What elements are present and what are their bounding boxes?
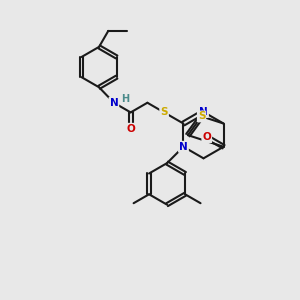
Text: N: N <box>199 107 208 117</box>
Text: S: S <box>160 107 168 117</box>
Text: N: N <box>199 107 208 117</box>
Text: H: H <box>121 94 129 104</box>
Text: S: S <box>198 111 205 122</box>
Text: N: N <box>179 142 188 152</box>
Text: N: N <box>110 98 118 108</box>
Text: N: N <box>179 142 188 152</box>
Text: O: O <box>202 132 211 142</box>
Text: H: H <box>121 94 129 104</box>
Text: O: O <box>126 124 135 134</box>
Text: N: N <box>110 98 118 108</box>
Text: O: O <box>126 124 135 134</box>
Text: S: S <box>160 107 168 117</box>
Text: O: O <box>202 132 211 142</box>
Text: S: S <box>198 111 205 122</box>
